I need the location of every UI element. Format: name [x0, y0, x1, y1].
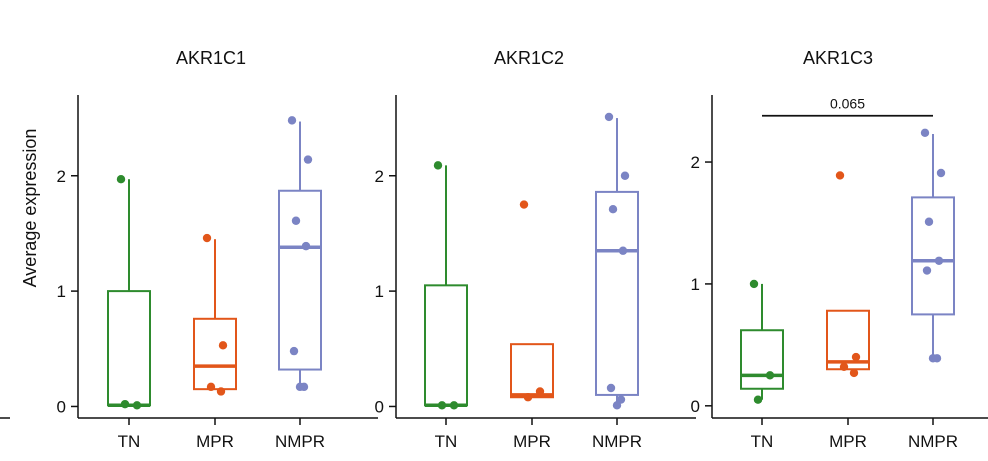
x-tick-label: MPR: [196, 432, 234, 451]
data-point: [535, 387, 545, 396]
data-point: [202, 233, 212, 243]
box-nmpr: NMPR: [592, 112, 642, 451]
box-nmpr: NMPR: [275, 116, 325, 451]
box-iqr: [740, 329, 784, 390]
x-tick-label: NMPR: [908, 432, 958, 451]
y-tick-label: 1: [691, 275, 700, 294]
y-tick-label: 2: [691, 153, 700, 172]
data-point: [612, 401, 622, 410]
box-tn: TN: [424, 161, 468, 451]
y-axis-label: Average expression: [20, 129, 40, 288]
data-point: [303, 155, 313, 164]
data-point: [936, 168, 946, 178]
data-point: [433, 161, 443, 170]
panel-title: AKR1C1: [176, 48, 246, 68]
panel-akr1c1: AKR1C1 0 1 2 TN MPR NMPR: [57, 48, 378, 451]
box-mpr: MPR: [193, 233, 237, 451]
panel-title: AKR1C2: [494, 48, 564, 68]
data-point: [620, 171, 630, 180]
panel-akr1c2: AKR1C2 0 1 2 TN MPR NMPR: [375, 48, 696, 451]
data-point: [132, 401, 142, 410]
box-iqr: [107, 290, 151, 407]
data-point: [301, 241, 311, 251]
x-tick-label: NMPR: [592, 432, 642, 451]
panel-title: AKR1C3: [803, 48, 873, 68]
data-point: [289, 346, 299, 356]
data-point: [218, 341, 228, 350]
data-point: [206, 382, 216, 392]
data-point: [928, 354, 938, 363]
data-point: [604, 112, 614, 122]
data-point: [765, 371, 775, 380]
data-point: [120, 399, 130, 409]
x-tick-label: MPR: [513, 432, 551, 451]
box-iqr: [424, 284, 468, 407]
data-point: [116, 175, 126, 184]
data-point: [849, 368, 859, 378]
y-tick-label: 1: [57, 282, 66, 301]
box-iqr: [193, 317, 237, 391]
data-point: [291, 216, 301, 225]
box-mpr: MPR: [510, 200, 554, 451]
data-point: [934, 256, 944, 265]
y-tick-label: 2: [375, 167, 384, 186]
data-point: [216, 387, 226, 396]
data-point: [753, 395, 763, 404]
panel-akr1c3: AKR1C3 0 1 2 TN MPR NMPR 0.065: [691, 48, 988, 451]
x-tick-label: TN: [118, 432, 141, 451]
data-point: [295, 382, 305, 392]
data-point: [519, 200, 529, 209]
data-point: [920, 128, 930, 137]
data-point: [835, 171, 845, 180]
data-point: [437, 401, 447, 410]
data-point: [924, 217, 934, 226]
data-point: [749, 279, 759, 289]
data-point: [608, 205, 618, 214]
x-tick-label: MPR: [829, 432, 867, 451]
box-nmpr: NMPR: [908, 128, 958, 451]
data-point: [449, 401, 459, 410]
y-tick-label: 0: [57, 397, 66, 416]
y-tick-label: 2: [57, 167, 66, 186]
p-value-label: 0.065: [830, 96, 865, 112]
box-tn: TN: [107, 175, 151, 451]
box-mpr: MPR: [826, 171, 870, 451]
data-point: [287, 116, 297, 125]
box-iqr: [826, 309, 870, 371]
box-iqr: [510, 343, 554, 399]
x-tick-label: NMPR: [275, 432, 325, 451]
y-tick-label: 0: [375, 397, 384, 416]
box-iqr: [911, 196, 955, 316]
x-tick-label: TN: [435, 432, 458, 451]
data-point: [606, 383, 616, 393]
data-point: [851, 352, 861, 362]
y-tick-label: 0: [691, 397, 700, 416]
data-point: [523, 393, 533, 402]
box-tn: TN: [740, 279, 784, 451]
box-iqr: [278, 189, 322, 371]
box-iqr: [595, 190, 639, 396]
data-point: [618, 246, 628, 255]
data-point: [839, 362, 849, 372]
y-tick-label: 1: [375, 282, 384, 301]
x-tick-label: TN: [751, 432, 774, 451]
data-point: [922, 266, 932, 275]
